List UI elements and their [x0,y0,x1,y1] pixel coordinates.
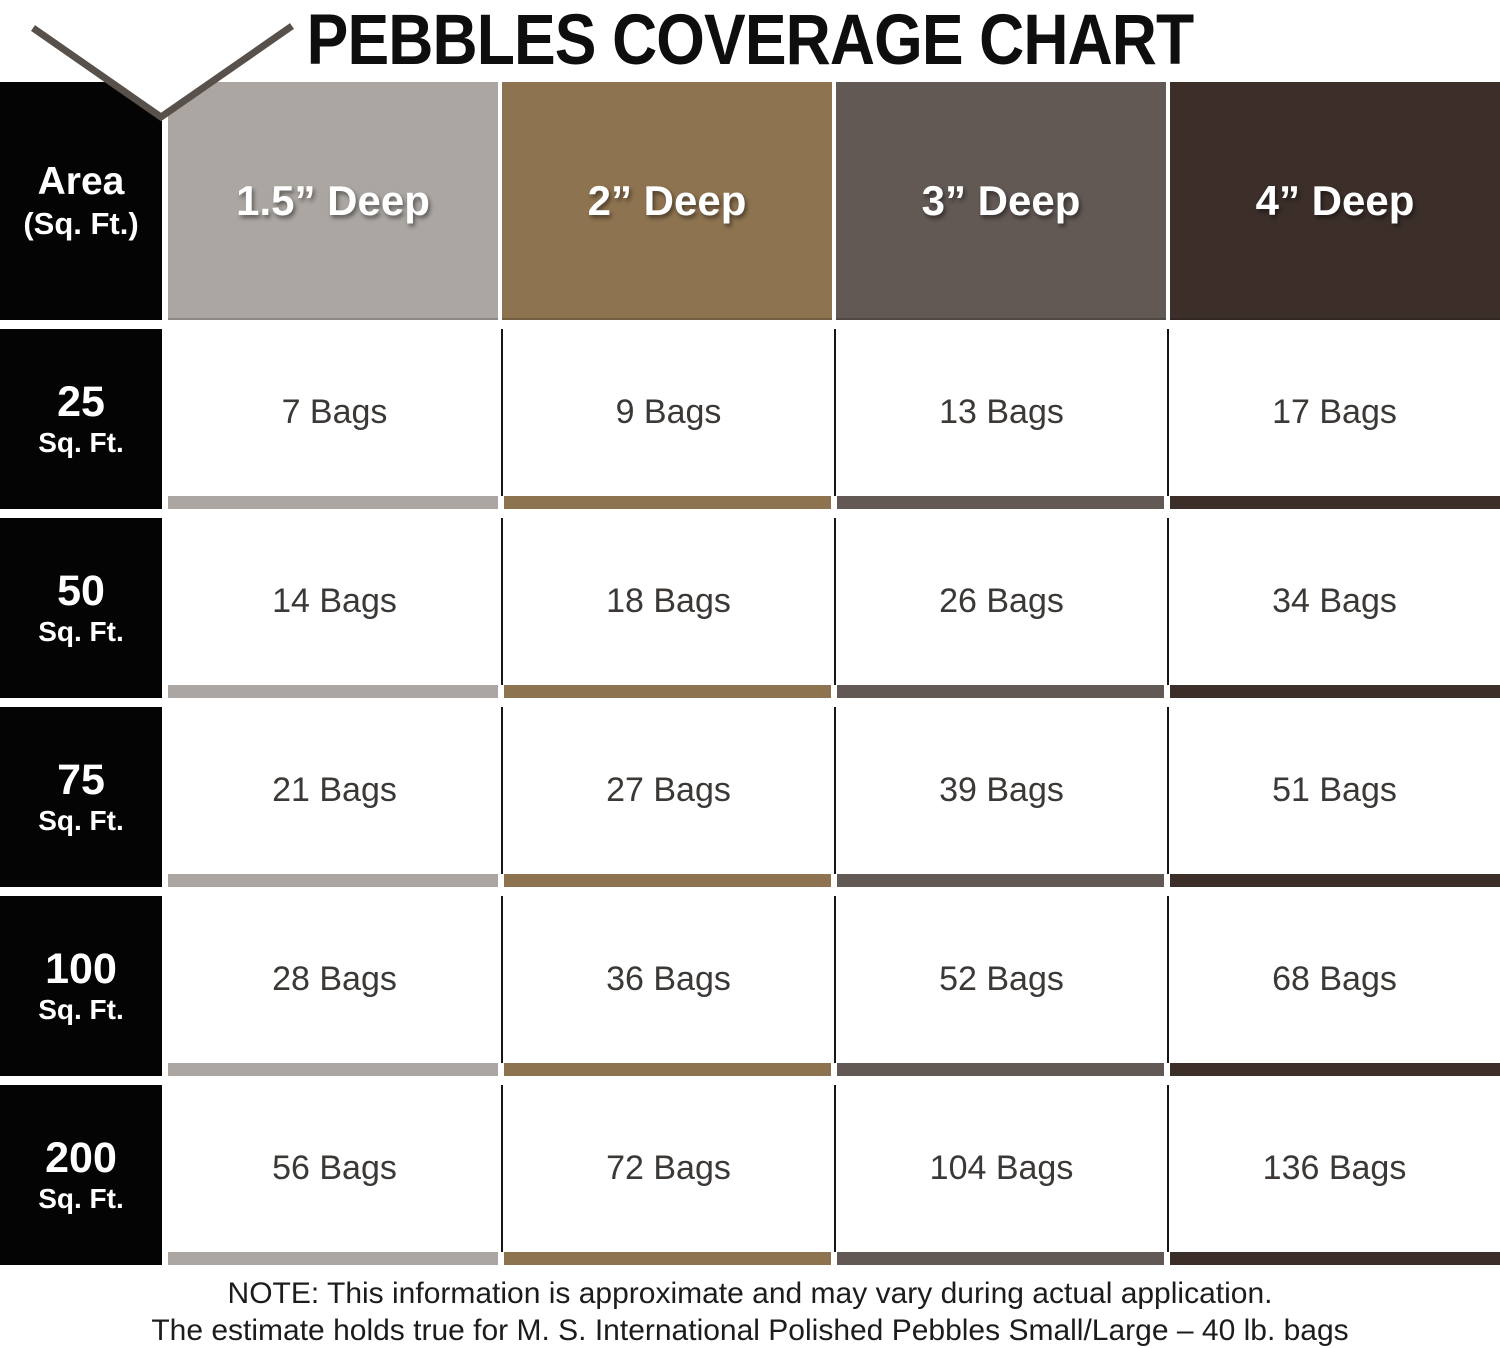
row-area-value: 200 [45,1134,117,1182]
table-cell: 18 Bags [501,518,834,698]
row-underline-bar [504,496,831,509]
table-row: 200 Sq. Ft. 56 Bags 72 Bags 104 Bags 136… [0,1085,1500,1265]
table-row: 100 Sq. Ft. 28 Bags 36 Bags 52 Bags 68 B… [0,896,1500,1076]
table-row: 25 Sq. Ft. 7 Bags 9 Bags 13 Bags 17 Bags [0,329,1500,509]
row-underline-bar [837,685,1164,698]
cell-value: 13 Bags [834,329,1167,496]
row-underline-bar [837,496,1164,509]
row-area-cell: 100 Sq. Ft. [0,896,162,1076]
page-title: PEBBLES COVERAGE CHART [306,1,1195,80]
table-cell: 17 Bags [1167,329,1500,509]
row-area-unit: Sq. Ft. [38,616,124,647]
column-header-1-5-deep: 1.5” Deep [168,82,498,320]
row-underline-bar [837,874,1164,887]
table-cell: 21 Bags [168,707,501,887]
row-area-cell: 25 Sq. Ft. [0,329,162,509]
table-cell: 52 Bags [834,896,1167,1076]
cell-value: 51 Bags [1167,707,1500,874]
table-cell: 39 Bags [834,707,1167,887]
row-underline-bar [1170,874,1500,887]
row-underline-bar [1170,496,1500,509]
cell-value: 104 Bags [834,1085,1167,1252]
table-cell: 51 Bags [1167,707,1500,887]
footnote: NOTE: This information is approximate an… [0,1275,1500,1348]
row-area-value: 50 [57,567,105,615]
table-header-row: Area (Sq. Ft.) 1.5” Deep 2” Deep 3” Deep… [0,82,1500,320]
row-underline-bar [504,874,831,887]
row-underline-bar [168,496,498,509]
cell-value: 7 Bags [281,393,388,431]
cell-value: 27 Bags [501,707,834,874]
row-area-unit: Sq. Ft. [38,994,124,1025]
row-underline-bar [1170,1063,1500,1076]
table-cell: 72 Bags [501,1085,834,1265]
cell-value: 52 Bags [834,896,1167,1063]
column-header-label: 3” Deep [921,177,1081,224]
area-header-line2: (Sq. Ft.) [23,206,139,241]
table-cell: 27 Bags [501,707,834,887]
row-underline-bar [1170,685,1500,698]
cell-value: 18 Bags [501,518,834,685]
table-cell: 36 Bags [501,896,834,1076]
cell-value: 28 Bags [272,960,397,998]
row-area-unit: Sq. Ft. [38,427,124,458]
row-underline-bar [504,1063,831,1076]
cell-value: 14 Bags [272,582,397,620]
row-area-unit: Sq. Ft. [38,805,124,836]
table-row: 75 Sq. Ft. 21 Bags 27 Bags 39 Bags 51 Ba… [0,707,1500,887]
row-area-unit: Sq. Ft. [38,1183,124,1214]
row-area-cell: 200 Sq. Ft. [0,1085,162,1265]
table-cell: 34 Bags [1167,518,1500,698]
column-header-3-deep: 3” Deep [836,82,1166,320]
table-cell: 28 Bags [168,896,501,1076]
footnote-line1: NOTE: This information is approximate an… [227,1277,1273,1310]
row-area-value: 100 [45,945,117,993]
table-row: 50 Sq. Ft. 14 Bags 18 Bags 26 Bags 34 Ba… [0,518,1500,698]
column-header-label: 2” Deep [587,177,747,224]
row-underline-bar [168,874,498,887]
column-header-label: 1.5” Deep [236,177,430,224]
table-cell: 13 Bags [834,329,1167,509]
area-header-cell: Area (Sq. Ft.) [0,82,162,320]
table-cell: 56 Bags [168,1085,501,1265]
row-underline-bar [837,1063,1164,1076]
row-area-value: 25 [57,378,105,426]
row-area-cell: 75 Sq. Ft. [0,707,162,887]
row-underline-bar [168,1252,498,1265]
cell-value: 136 Bags [1167,1085,1500,1252]
footnote-line2: The estimate holds true for M. S. Intern… [151,1314,1349,1347]
cell-value: 56 Bags [272,1149,397,1187]
row-underline-bar [837,1252,1164,1265]
row-underline-bar [504,685,831,698]
table-cell: 14 Bags [168,518,501,698]
coverage-table: Area (Sq. Ft.) 1.5” Deep 2” Deep 3” Deep… [0,82,1500,1265]
area-header-line1: Area [37,160,125,203]
row-underline-bar [168,685,498,698]
cell-value: 21 Bags [272,771,397,809]
cell-value: 72 Bags [501,1085,834,1252]
column-header-label: 4” Deep [1255,177,1415,224]
cell-value: 17 Bags [1167,329,1500,496]
table-cell: 7 Bags [168,329,501,509]
row-underline-bar [504,1252,831,1265]
column-header-4-deep: 4” Deep [1170,82,1500,320]
table-cell: 104 Bags [834,1085,1167,1265]
table-cell: 136 Bags [1167,1085,1500,1265]
row-area-value: 75 [57,756,105,804]
table-cell: 9 Bags [501,329,834,509]
row-area-cell: 50 Sq. Ft. [0,518,162,698]
cell-value: 68 Bags [1167,896,1500,1063]
cell-value: 39 Bags [834,707,1167,874]
v-checkmark-decoration [31,23,294,122]
cell-value: 36 Bags [501,896,834,1063]
column-header-2-deep: 2” Deep [502,82,832,320]
table-cell: 68 Bags [1167,896,1500,1076]
table-cell: 26 Bags [834,518,1167,698]
cell-value: 9 Bags [501,329,834,496]
row-underline-bar [1170,1252,1500,1265]
cell-value: 34 Bags [1167,518,1500,685]
cell-value: 26 Bags [834,518,1167,685]
row-underline-bar [168,1063,498,1076]
